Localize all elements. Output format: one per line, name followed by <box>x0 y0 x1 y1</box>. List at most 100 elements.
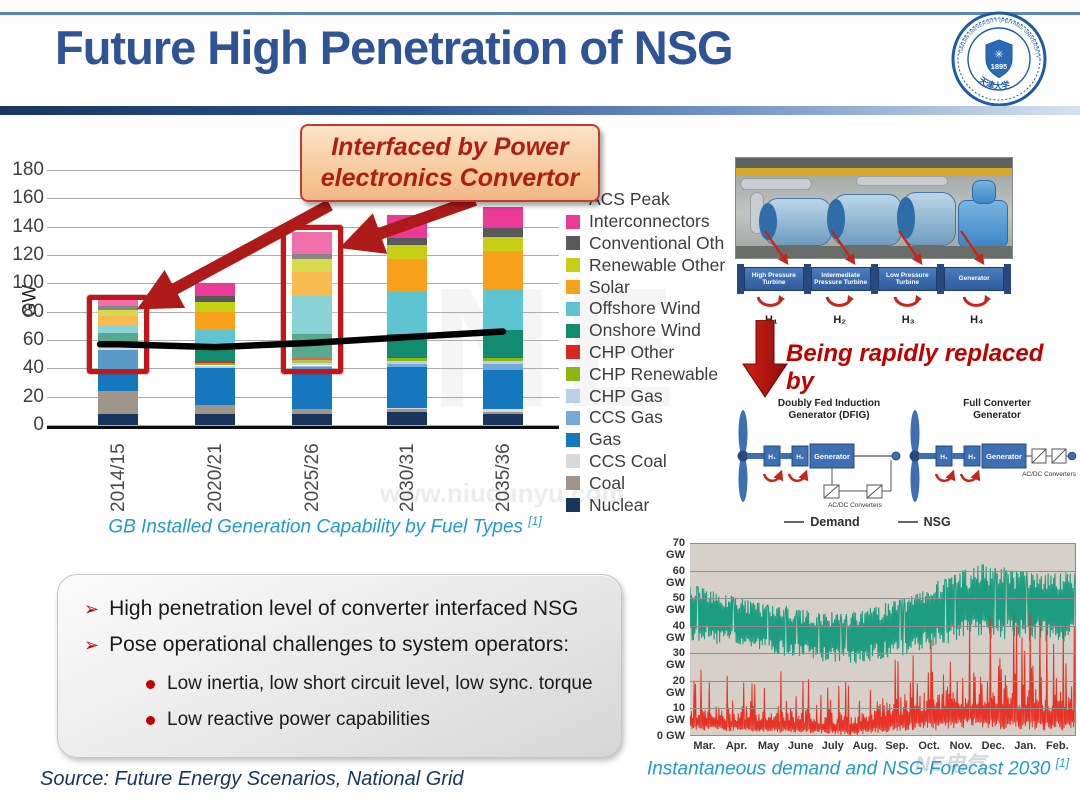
shaft-cap <box>1004 264 1011 294</box>
rotation-arrow-icon <box>825 295 854 307</box>
sub-bullet-1-text: Low inertia, low short circuit level, lo… <box>167 673 593 694</box>
bar-segment-solar <box>387 259 427 292</box>
bar-segment-coal <box>98 391 138 414</box>
gridline <box>690 625 1075 627</box>
inertia-label: H₄ <box>970 314 984 326</box>
dfig-title-2: Generator (DFIG) <box>788 410 869 421</box>
bar-segment-offshore-wind <box>292 296 332 335</box>
photo-pipe <box>740 178 812 190</box>
segment-low-pressure-turbine: Low Pressure Turbine <box>877 267 938 291</box>
bullet-1: ➢ High penetration level of converter in… <box>84 597 578 622</box>
bar-segment-ccs-coal <box>387 408 427 410</box>
legend-swatch <box>566 214 580 229</box>
bar-segment-conventional-oth <box>483 228 523 237</box>
y-tick-label: 60 <box>22 329 44 350</box>
demand-legend-label: Demand <box>810 515 860 529</box>
segment-generator: Generator <box>944 267 1004 291</box>
legend-item-ccs-coal: CCS Coal <box>566 451 756 473</box>
gridline <box>47 425 559 426</box>
legend-item-ccs-gas: CCS Gas <box>566 407 756 429</box>
big-down-arrow-icon <box>742 319 788 403</box>
callout-text: Interfaced by Power electronics Converto… <box>320 132 580 192</box>
legend-swatch <box>566 498 580 513</box>
demand-y-tick: 20 GW <box>666 674 685 699</box>
photo-turbine-hp <box>759 198 832 246</box>
bar-segment-chp-gas <box>387 361 427 365</box>
bar-segment-chp-other <box>195 361 235 363</box>
demand-y-tick: 0 GW <box>656 730 685 742</box>
blade-icon <box>738 456 748 502</box>
bar-segment-coal <box>483 412 523 414</box>
legend-swatch <box>566 258 580 273</box>
dfig-h2: H₂ <box>796 454 804 461</box>
legend-label: CCS Gas <box>589 407 663 428</box>
fullconv-h1: H₁ <box>940 454 948 461</box>
bar-segment-renewable-other <box>387 245 427 260</box>
demand-y-tick: 70 GW <box>666 537 685 561</box>
bar-segment-renewable-other <box>98 310 138 316</box>
bar-segment-renewable-other <box>483 236 523 251</box>
bar-segment-solar <box>292 272 332 297</box>
bar-segment-conventional-oth <box>387 238 427 246</box>
watermark-brand: NE电气 <box>915 753 987 776</box>
x-tick-label: 2020/21 <box>205 443 226 512</box>
shaft-cap <box>937 264 945 294</box>
legend-label: Offshore Wind <box>589 298 701 319</box>
bar-segment-chp-renewable <box>292 359 332 363</box>
inertia-cell: H₃ <box>874 294 943 326</box>
legend-item-conventional-oth: Conventional Oth <box>566 233 756 255</box>
bar-segment-coal <box>292 409 332 414</box>
sub-bullet-1: Low inertia, low short circuit level, lo… <box>146 673 593 695</box>
full-converter-diagram: Full Converter Generator H₁ H₂ Generator… <box>909 398 1077 502</box>
inertia-label: H₃ <box>901 314 915 326</box>
demand-x-tick: Aug. <box>852 740 878 752</box>
bar-segment-ccs-coal <box>483 409 523 413</box>
bar-segment-conventional-oth <box>195 296 235 302</box>
inertia-cell: H₂ <box>806 294 875 326</box>
demand-y-tick: 40 GW <box>666 619 685 644</box>
bar-segment-solar <box>483 250 523 289</box>
shaft-cap <box>737 264 744 294</box>
sub-bullet-2-text: Low reactive power capabilities <box>167 709 430 730</box>
segment-high-pressure-turbine: High Pressure Turbine <box>744 267 804 291</box>
legend-item-nsg: NSG <box>897 515 951 529</box>
bar-segment-nuclear <box>387 412 427 425</box>
rotation-arrow-icon <box>756 295 786 307</box>
turbine-shaft-diagram: High Pressure Turbine Intermediate Press… <box>737 264 1011 294</box>
bar-segment-chp-gas <box>483 361 523 365</box>
gridline <box>690 735 1075 736</box>
arrow-bullet-icon: ➢ <box>84 635 100 655</box>
turbine-hall-photo <box>735 157 1013 259</box>
gridline <box>690 653 1075 655</box>
bar-segment-renewable-other <box>195 301 235 312</box>
legend-label: CCS Coal <box>589 450 667 471</box>
fullconv-generator: Generator <box>986 452 1022 461</box>
legend-item-nuclear: Nuclear <box>566 494 756 516</box>
demand-x-tick: Oct. <box>918 740 940 752</box>
gridline <box>690 543 1075 544</box>
bar-segment-conventional-oth <box>292 253 332 260</box>
bullet-2: ➢ Pose operational challenges to system … <box>84 633 569 658</box>
legend-label: Gas <box>589 429 622 450</box>
demand-line-marker <box>784 521 805 523</box>
bar-segment-chp-renewable <box>195 362 235 366</box>
logo-emblem: ✳ <box>994 49 1003 61</box>
legend-swatch <box>566 476 580 491</box>
demand-y-tick: 50 GW <box>666 592 685 617</box>
x-tick-label: 2025/26 <box>302 443 323 512</box>
demand-caption-text: Instantaneous demand and NSG Forecast 20… <box>646 758 1051 780</box>
bar-segment-renewable-other <box>292 259 332 272</box>
arrow-bullet-icon: ➢ <box>84 599 100 619</box>
photo-pipe <box>856 176 948 186</box>
legend-swatch <box>566 301 580 316</box>
bar-segment-chp-other <box>292 358 332 360</box>
source-note: Source: Future Energy Scenarios, Nationa… <box>40 768 464 790</box>
legend-item-offshore-wind: Offshore Wind <box>566 298 756 320</box>
dfig-generator: Generator <box>814 452 850 461</box>
y-tick-label: 120 <box>12 244 44 265</box>
demand-caption-ref: [1] <box>1055 756 1070 770</box>
bar-segment-interconnectors <box>195 283 235 297</box>
y-tick-label: 180 <box>12 159 44 180</box>
bar-segment-chp-gas <box>195 365 235 369</box>
